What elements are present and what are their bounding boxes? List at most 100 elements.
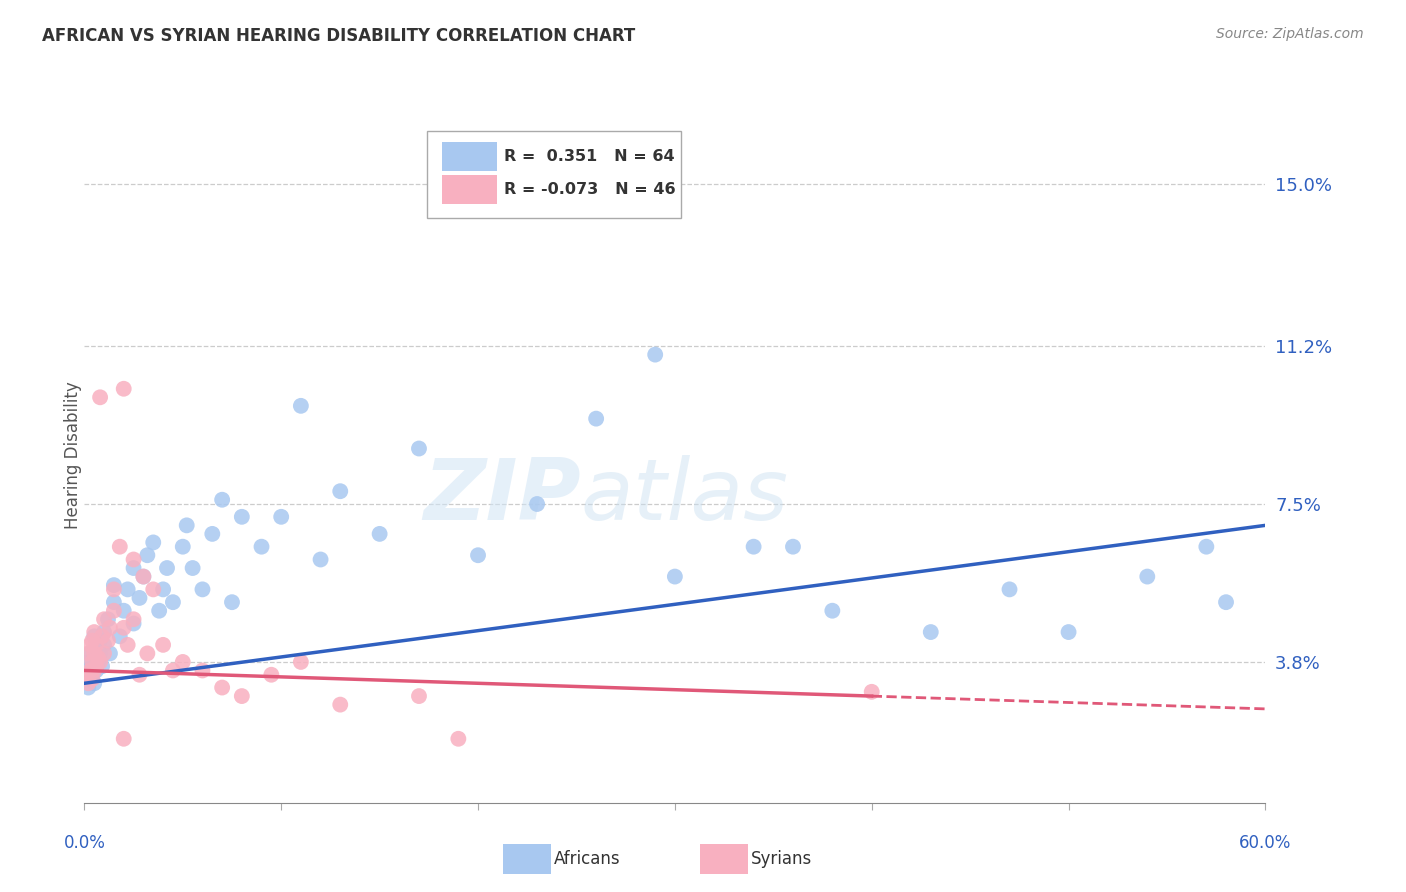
Point	[83, 625, 105, 640]
Point	[82, 659, 104, 673]
Point	[998, 582, 1021, 597]
Point	[83, 676, 105, 690]
Point	[91, 659, 114, 673]
Point	[117, 638, 139, 652]
Point	[181, 561, 204, 575]
Point	[1215, 595, 1237, 609]
Point	[89, 655, 111, 669]
Point	[821, 604, 844, 618]
Point	[162, 664, 184, 678]
Point	[142, 535, 165, 549]
Point	[644, 348, 666, 362]
Point	[1057, 625, 1080, 640]
Point	[89, 633, 111, 648]
Point	[142, 582, 165, 597]
Point	[526, 497, 548, 511]
Point	[176, 518, 198, 533]
Point	[79, 647, 101, 661]
Point	[98, 621, 121, 635]
Point	[87, 650, 110, 665]
Point	[1195, 540, 1218, 554]
Point	[122, 616, 145, 631]
Point	[112, 382, 135, 396]
Text: R =  0.351   N = 64: R = 0.351 N = 64	[503, 149, 675, 164]
Point	[117, 582, 139, 597]
Text: AFRICAN VS SYRIAN HEARING DISABILITY CORRELATION CHART: AFRICAN VS SYRIAN HEARING DISABILITY COR…	[42, 27, 636, 45]
Point	[132, 569, 155, 583]
Point	[122, 612, 145, 626]
Point	[201, 527, 224, 541]
Point	[89, 647, 111, 661]
Point	[148, 604, 170, 618]
Point	[290, 399, 312, 413]
Point	[408, 442, 430, 456]
FancyBboxPatch shape	[443, 142, 496, 171]
Point	[91, 629, 114, 643]
Point	[128, 667, 150, 681]
Point	[136, 647, 159, 661]
Text: Syrians: Syrians	[751, 850, 813, 868]
Point	[191, 664, 214, 678]
Point	[82, 633, 104, 648]
Point	[77, 681, 100, 695]
Point	[742, 540, 765, 554]
Point	[112, 604, 135, 618]
Point	[93, 638, 115, 652]
Point	[152, 582, 174, 597]
Point	[83, 664, 105, 678]
Point	[93, 647, 115, 661]
Point	[84, 642, 107, 657]
Point	[782, 540, 804, 554]
Point	[84, 659, 107, 673]
Point	[122, 552, 145, 566]
Point	[250, 540, 273, 554]
Point	[103, 582, 125, 597]
Point	[447, 731, 470, 746]
Point	[103, 595, 125, 609]
Point	[260, 667, 283, 681]
Point	[221, 595, 243, 609]
Point	[97, 633, 120, 648]
Point	[172, 655, 194, 669]
Text: atlas: atlas	[581, 455, 789, 538]
Point	[82, 667, 104, 681]
Point	[128, 591, 150, 605]
Point	[211, 681, 233, 695]
Point	[112, 731, 135, 746]
Y-axis label: Hearing Disability: Hearing Disability	[65, 381, 82, 529]
Point	[108, 629, 131, 643]
FancyBboxPatch shape	[443, 175, 496, 203]
Point	[368, 527, 391, 541]
Text: R = -0.073   N = 46: R = -0.073 N = 46	[503, 182, 675, 196]
Point	[408, 689, 430, 703]
Text: 60.0%: 60.0%	[1239, 834, 1292, 852]
Point	[97, 612, 120, 626]
Point	[83, 650, 105, 665]
Point	[467, 548, 489, 562]
Point	[329, 484, 352, 499]
Point	[329, 698, 352, 712]
Point	[231, 689, 253, 703]
Point	[98, 647, 121, 661]
Point	[84, 638, 107, 652]
Point	[231, 509, 253, 524]
Point	[93, 625, 115, 640]
Point	[132, 569, 155, 583]
Point	[75, 667, 97, 681]
Point	[93, 612, 115, 626]
Point	[290, 655, 312, 669]
Text: Africans: Africans	[554, 850, 620, 868]
Point	[152, 638, 174, 652]
Point	[270, 509, 292, 524]
Point	[89, 390, 111, 404]
Point	[108, 540, 131, 554]
Text: 0.0%: 0.0%	[63, 834, 105, 852]
Point	[309, 552, 332, 566]
Point	[75, 664, 97, 678]
Point	[920, 625, 942, 640]
Point	[79, 664, 101, 678]
Point	[79, 672, 101, 686]
Point	[211, 492, 233, 507]
FancyBboxPatch shape	[427, 131, 681, 219]
Point	[156, 561, 179, 575]
